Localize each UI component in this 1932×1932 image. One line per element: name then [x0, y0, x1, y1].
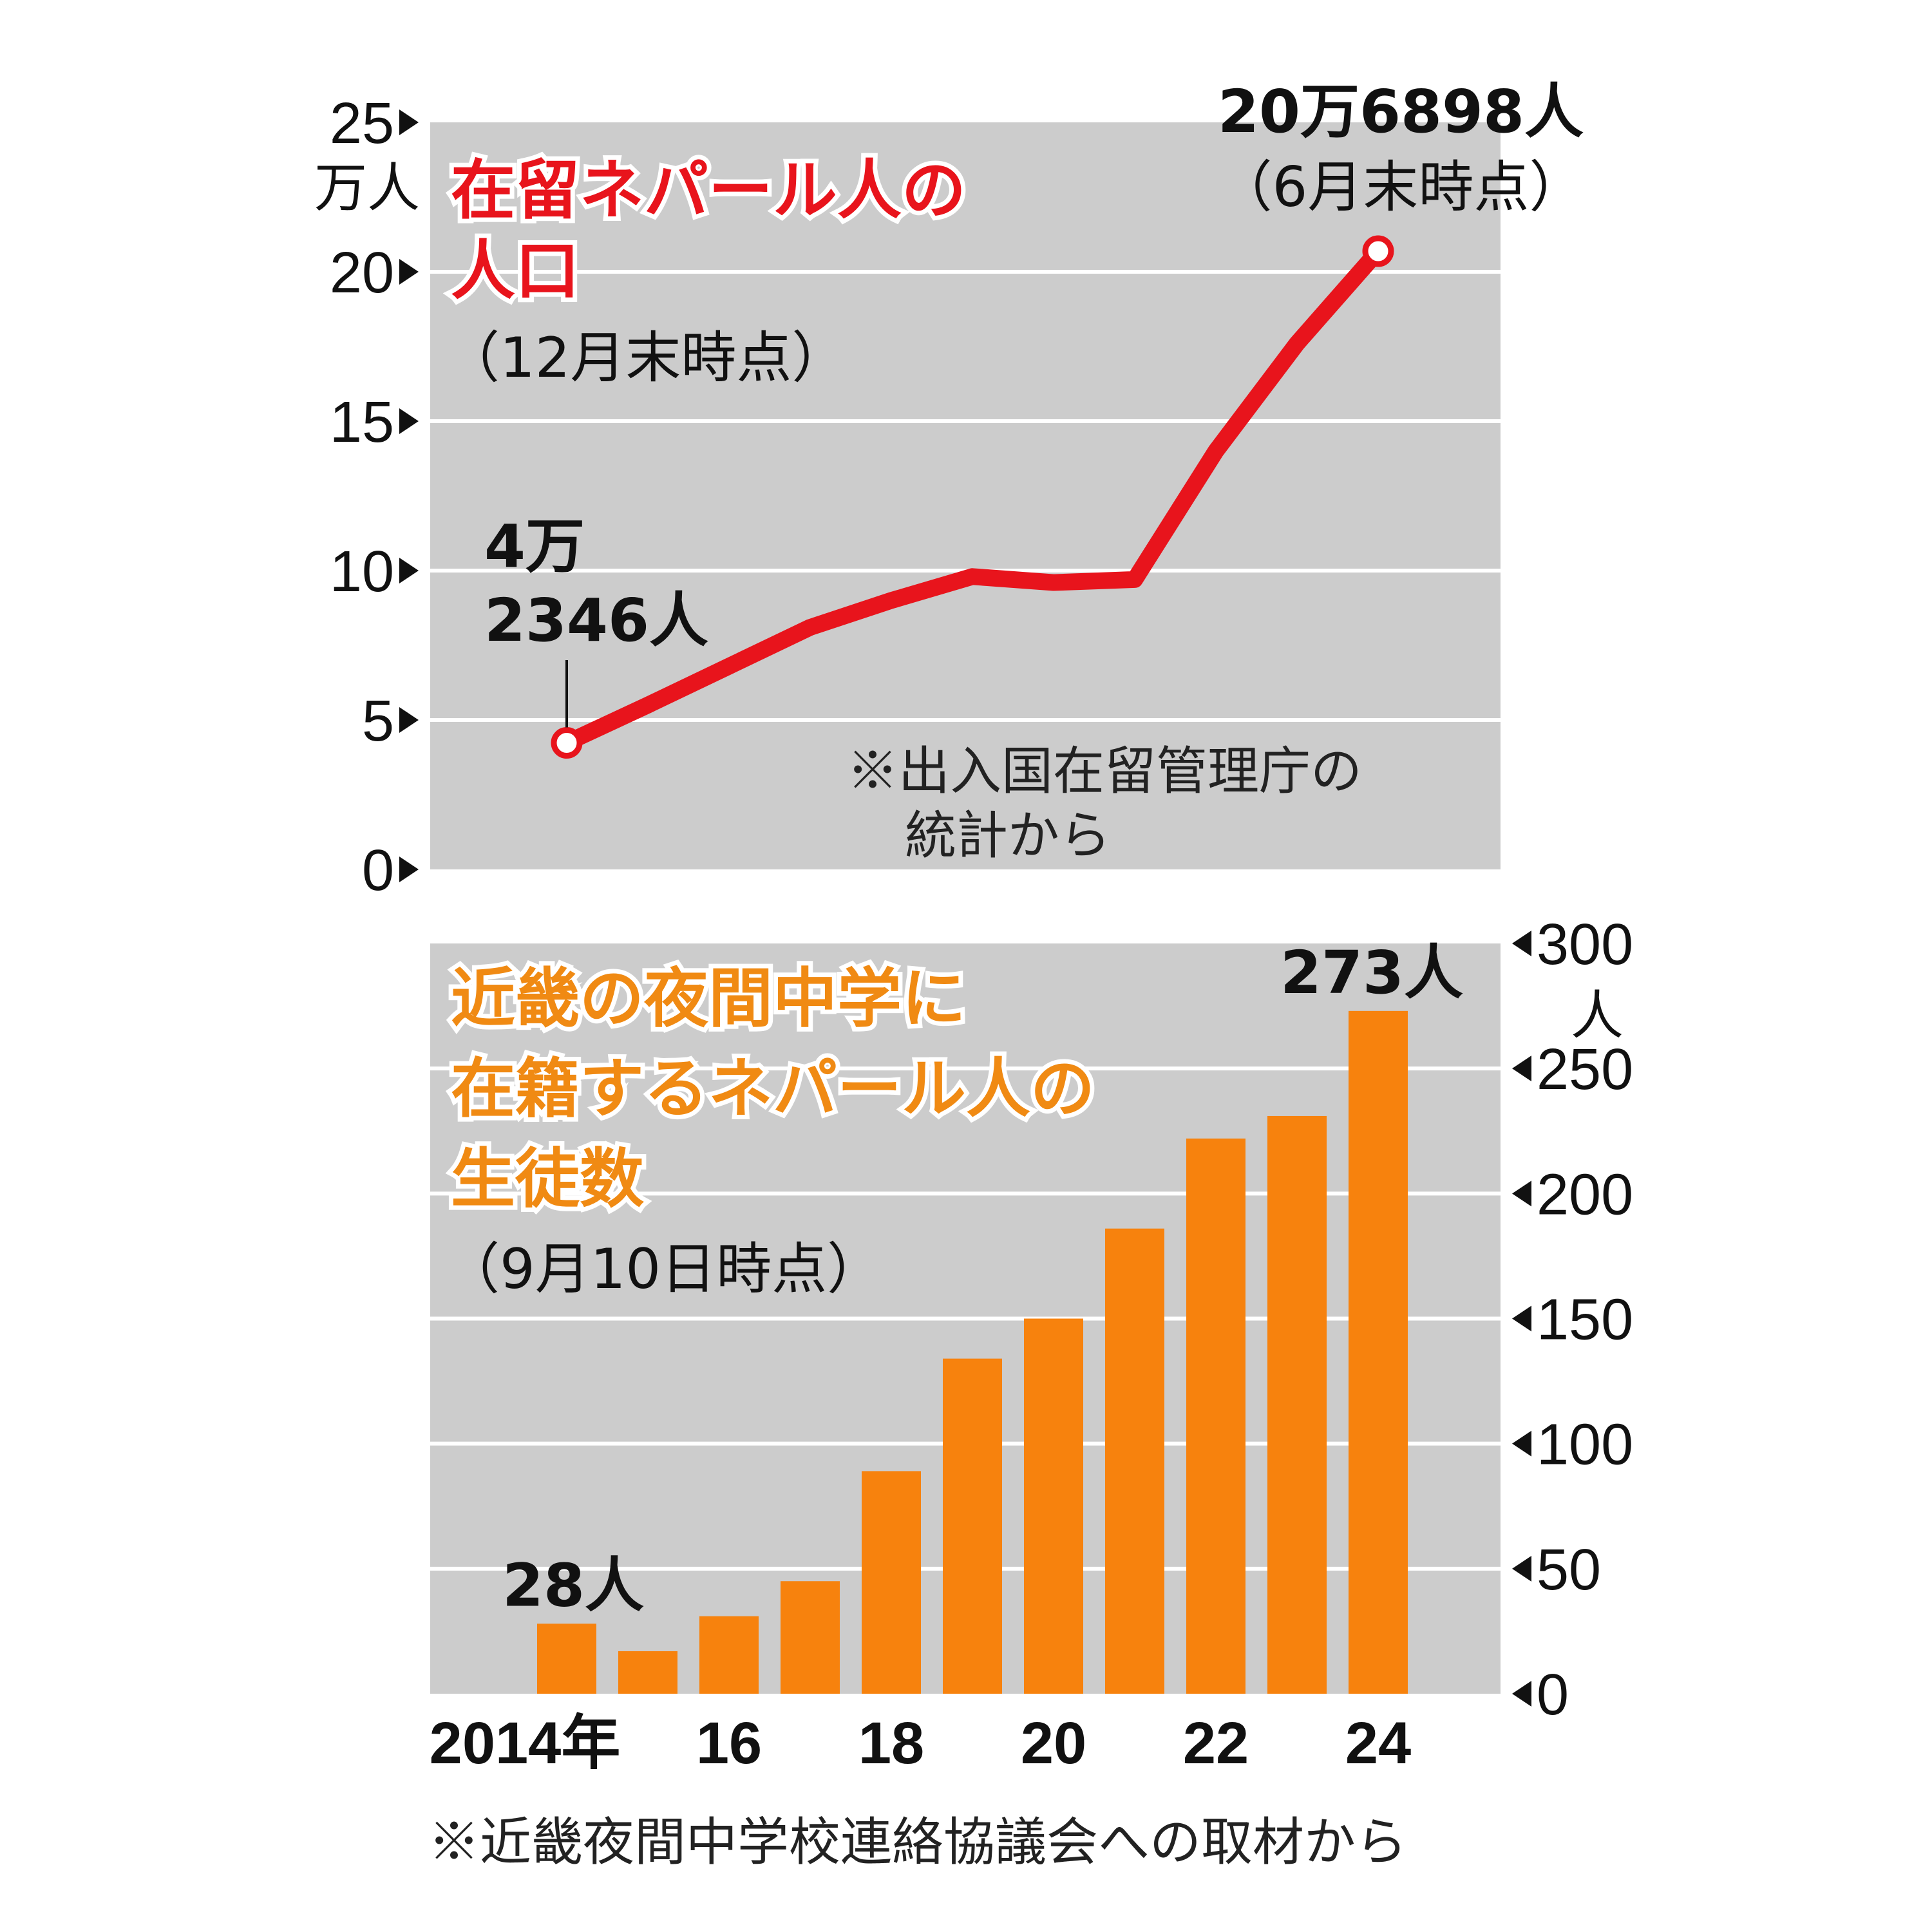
start-annotation-line2: 2346人 — [484, 586, 708, 655]
bar-x-tick-label: 20 — [1021, 1710, 1086, 1776]
bar — [1267, 1115, 1327, 1694]
line-y-tick-label: 20 — [330, 241, 394, 305]
bar-chart-x-ticks: 2014年 16 18 20 22 24 — [430, 1710, 1412, 1776]
bar-y-tick-label: 150 — [1537, 1288, 1633, 1352]
bar-x-tick-label: 16 — [696, 1710, 762, 1776]
line-series — [558, 242, 1387, 752]
line-endpoint-marker — [1362, 235, 1394, 267]
line-tick-arrow — [399, 857, 419, 882]
line-tick-arrow — [399, 109, 419, 135]
line-tick-arrow — [399, 707, 419, 733]
bar-chart-subtitle: （9月10日時点） — [444, 1237, 882, 1302]
bar-tick-arrow — [1512, 1056, 1531, 1082]
bar-y-tick-label: 100 — [1537, 1413, 1633, 1477]
bar-tick-arrow — [1512, 1180, 1531, 1207]
bar-y-tick-label: 0 — [1537, 1663, 1569, 1727]
bar-y-tick-label: 300 — [1537, 913, 1633, 977]
line-endpoints — [551, 235, 1394, 759]
bar-y-tick-label: 200 — [1537, 1162, 1633, 1227]
bar — [1349, 1010, 1408, 1694]
bar-chart: 0 50 100 150 200 250 300 人 2014年 16 18 20 22 24 近畿の… — [428, 913, 1633, 1872]
bar-x-tick-label: 18 — [858, 1710, 924, 1776]
bar-chart-title-line3: 生徒数 — [451, 1141, 644, 1217]
end-annotation-line2: （6月末時点） — [1217, 155, 1585, 220]
line-chart-y-unit: 万人 — [314, 158, 420, 219]
bar — [699, 1616, 759, 1694]
bar-chart-bars — [537, 1010, 1408, 1694]
line-chart-source-line2: 統計から — [905, 806, 1111, 866]
end-annotation-line1: 20万6898人 — [1218, 77, 1584, 146]
bar — [618, 1651, 677, 1694]
line-chart-title-line2: 人口 — [451, 233, 580, 308]
line-y-tick-label: 5 — [362, 689, 394, 753]
bar — [1024, 1318, 1083, 1694]
bar — [1105, 1228, 1164, 1694]
bar-chart-y-ticks: 0 50 100 150 200 250 300 — [1512, 913, 1633, 1727]
line-tick-arrow — [399, 558, 419, 583]
bar-tick-arrow — [1512, 1681, 1531, 1707]
first-bar-annotation: 28人 — [502, 1551, 644, 1620]
last-bar-annotation: 273人 — [1280, 938, 1463, 1007]
bar-x-tick-label: 24 — [1345, 1710, 1411, 1776]
bar — [781, 1581, 840, 1694]
line-tick-arrow — [399, 259, 419, 285]
line-y-tick-label: 0 — [362, 838, 394, 903]
bar-chart-title-line2: 在籍するネパール人の — [451, 1051, 1095, 1126]
bar-chart-y-unit: 人 — [1571, 985, 1624, 1046]
line-chart: 0 5 10 15 20 25 万人 在留ネパール人の 人口 （12月末時点） 4万 23… — [314, 77, 1584, 903]
line-chart-panel — [430, 122, 1501, 869]
line-chart-source-line1: ※出入国在留管理庁の — [847, 741, 1362, 801]
bar-chart-title: 近畿の夜間中学に — [451, 961, 966, 1036]
bar — [943, 1358, 1002, 1694]
line-chart-y-ticks: 0 5 10 15 20 25 — [330, 91, 419, 903]
bar — [862, 1471, 921, 1694]
bar — [1186, 1138, 1245, 1694]
bar-tick-arrow — [1512, 1305, 1531, 1332]
bar-tick-arrow — [1512, 1430, 1531, 1457]
line-chart-title: 在留ネパール人の — [451, 153, 966, 228]
bar-tick-arrow — [1512, 1555, 1531, 1582]
bar-chart-source: ※近畿夜間中学校連絡協議会への取材から — [428, 1812, 1407, 1872]
bar-x-tick-label: 2014年 — [430, 1710, 621, 1776]
bar — [537, 1624, 596, 1694]
bar-y-tick-label: 250 — [1537, 1037, 1633, 1102]
line-tick-arrow — [399, 408, 419, 434]
bar-x-tick-label: 22 — [1183, 1710, 1249, 1776]
bar-tick-arrow — [1512, 931, 1531, 956]
line-endpoint-marker — [551, 727, 583, 759]
line-y-tick-label: 15 — [330, 390, 394, 455]
line-chart-subtitle: （12月末時点） — [444, 326, 847, 390]
line-y-tick-label: 10 — [330, 540, 394, 604]
bar-y-tick-label: 50 — [1537, 1538, 1601, 1602]
line-y-tick-label: 25 — [330, 91, 394, 156]
start-annotation-line1: 4万 — [484, 512, 585, 581]
